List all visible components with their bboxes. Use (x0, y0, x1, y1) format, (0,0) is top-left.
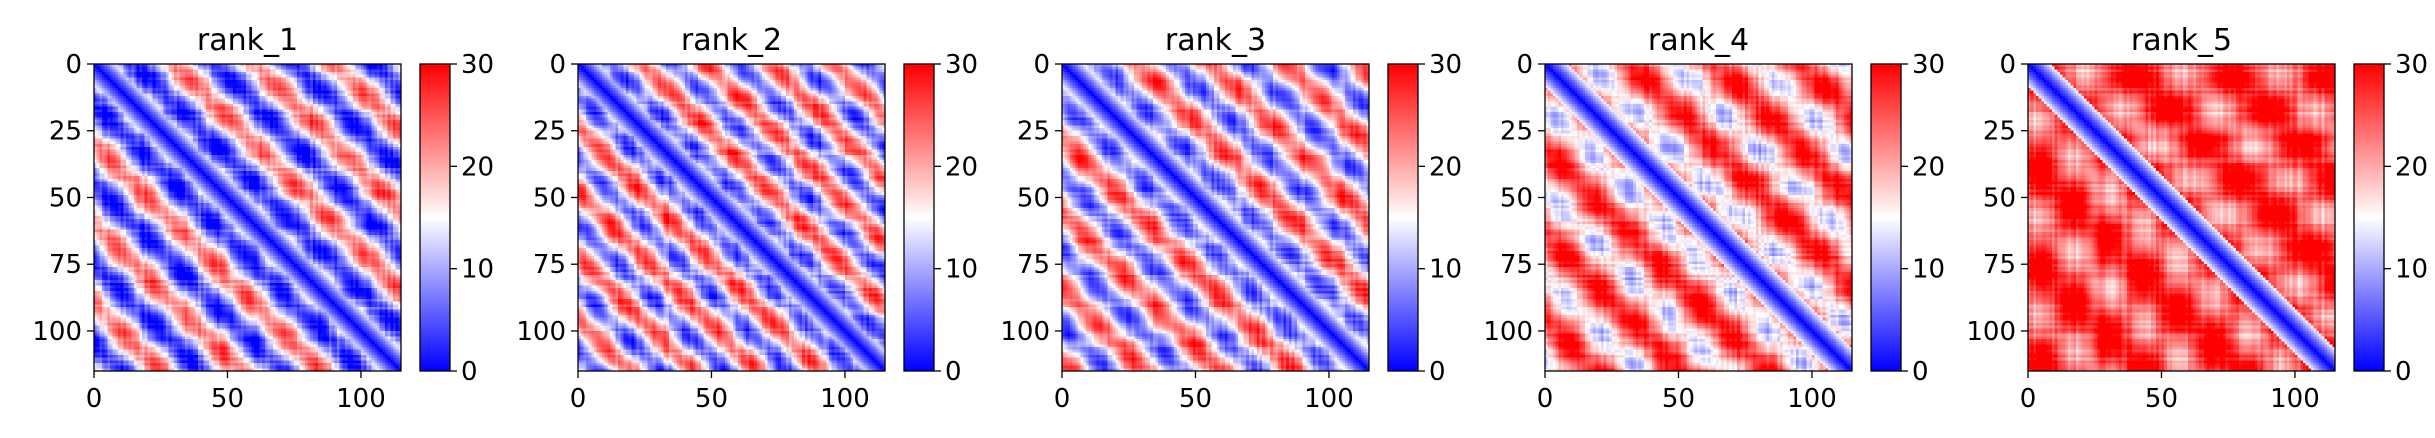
heatmap-image (2028, 64, 2335, 371)
colorbar-tick-label: 10 (945, 255, 978, 285)
colorbar-tick-label: 0 (1912, 357, 1929, 387)
heatmap-panel-1: rank_1 0 50 100 0 25 50 75 100 0 10 20 30 (32, 23, 494, 414)
colorbar-frame (1387, 63, 1419, 372)
y-tick-label: 25 (49, 117, 82, 147)
y-tick-label: 75 (1983, 250, 2016, 280)
colorbar-frame (903, 63, 935, 372)
colorbar-frame (2353, 63, 2385, 372)
y-tick-label: 100 (1966, 317, 2016, 347)
x-tick-label: 50 (2145, 384, 2178, 414)
y-tick-label: 75 (1500, 250, 1533, 280)
colorbar-tick-label: 20 (945, 152, 978, 182)
heatmap-image (1545, 64, 1852, 371)
panel-title: rank_4 (1648, 23, 1749, 58)
colorbar-gradient (904, 64, 934, 371)
colorbar-tick-label: 10 (2395, 255, 2428, 285)
colorbar-tick-label: 0 (1429, 357, 1446, 387)
y-tick-label: 25 (533, 117, 566, 147)
x-tick-label: 100 (1304, 384, 1354, 414)
y-tick-label: 0 (1999, 50, 2016, 80)
panel-title: rank_5 (2131, 23, 2232, 58)
x-tick-label: 100 (1787, 384, 1837, 414)
x-tick-label: 0 (1054, 384, 1071, 414)
colorbar-tick-label: 10 (1429, 255, 1462, 285)
x-tick-label: 50 (1179, 384, 1212, 414)
colorbar-tick-label: 20 (2395, 152, 2428, 182)
panel-title: rank_1 (197, 23, 298, 58)
y-tick-label: 100 (32, 317, 82, 347)
x-tick-label: 50 (1662, 384, 1695, 414)
colorbar-gradient (1871, 64, 1901, 371)
x-tick-label: 0 (570, 384, 587, 414)
y-tick-label: 0 (549, 50, 566, 80)
y-tick-label: 100 (1000, 317, 1050, 347)
colorbar-tick-label: 20 (461, 152, 494, 182)
colorbar-tick-label: 10 (461, 255, 494, 285)
panel-title: rank_3 (1165, 23, 1266, 58)
y-tick-label: 0 (65, 50, 82, 80)
heatmap-image (1062, 64, 1369, 371)
plot-frame (1544, 63, 1853, 372)
y-tick-label: 100 (516, 317, 566, 347)
colorbar-tick-label: 30 (1912, 50, 1945, 80)
colorbar-tick-label: 30 (945, 50, 978, 80)
y-tick-label: 50 (1983, 183, 2016, 213)
y-tick-label: 25 (1983, 117, 2016, 147)
y-tick-label: 0 (1516, 50, 1533, 80)
colorbar-frame (419, 63, 451, 372)
y-tick-label: 25 (1500, 117, 1533, 147)
y-tick-label: 75 (1017, 250, 1050, 280)
x-tick-label: 0 (1537, 384, 1554, 414)
y-tick-label: 100 (1483, 317, 1533, 347)
heatmap-panel-4: rank_4 0 50 100 0 25 50 75 100 0 10 20 30 (1483, 23, 1945, 414)
x-tick-label: 0 (86, 384, 103, 414)
panel-title: rank_2 (681, 23, 782, 58)
colorbar-tick-label: 30 (2395, 50, 2428, 80)
x-tick-label: 50 (211, 384, 244, 414)
y-tick-label: 50 (49, 183, 82, 213)
y-tick-label: 50 (533, 183, 566, 213)
heatmap-panel-2: rank_2 0 50 100 0 25 50 75 100 0 10 20 30 (516, 23, 978, 414)
colorbar-tick-label: 0 (461, 357, 478, 387)
y-tick-label: 0 (1033, 50, 1050, 80)
x-tick-label: 50 (695, 384, 728, 414)
y-tick-label: 50 (1500, 183, 1533, 213)
x-tick-label: 100 (336, 384, 386, 414)
colorbar-gradient (420, 64, 450, 371)
x-tick-label: 0 (2020, 384, 2037, 414)
colorbar-tick-label: 30 (1429, 50, 1462, 80)
colorbar-tick-label: 20 (1912, 152, 1945, 182)
plot-frame (577, 63, 886, 372)
colorbar-tick-label: 0 (2395, 357, 2412, 387)
x-tick-label: 100 (2270, 384, 2320, 414)
colorbar-gradient (2354, 64, 2384, 371)
heatmap-image (94, 64, 401, 371)
y-tick-label: 25 (1017, 117, 1050, 147)
plot-frame (2027, 63, 2336, 372)
colorbar-gradient (1388, 64, 1418, 371)
colorbar-tick-label: 0 (945, 357, 962, 387)
plot-frame (93, 63, 402, 372)
x-tick-label: 100 (820, 384, 870, 414)
y-tick-label: 75 (49, 250, 82, 280)
y-tick-label: 50 (1017, 183, 1050, 213)
y-tick-label: 75 (533, 250, 566, 280)
colorbar-tick-label: 30 (461, 50, 494, 80)
heatmap-image (578, 64, 885, 371)
heatmap-panel-5: rank_5 0 50 100 0 25 50 75 100 0 10 20 30 (1966, 23, 2428, 414)
colorbar-frame (1870, 63, 1902, 372)
colorbar-tick-label: 10 (1912, 255, 1945, 285)
plot-frame (1061, 63, 1370, 372)
heatmap-panel-3: rank_3 0 50 100 0 25 50 75 100 0 10 20 30 (1000, 23, 1462, 414)
colorbar-tick-label: 20 (1429, 152, 1462, 182)
